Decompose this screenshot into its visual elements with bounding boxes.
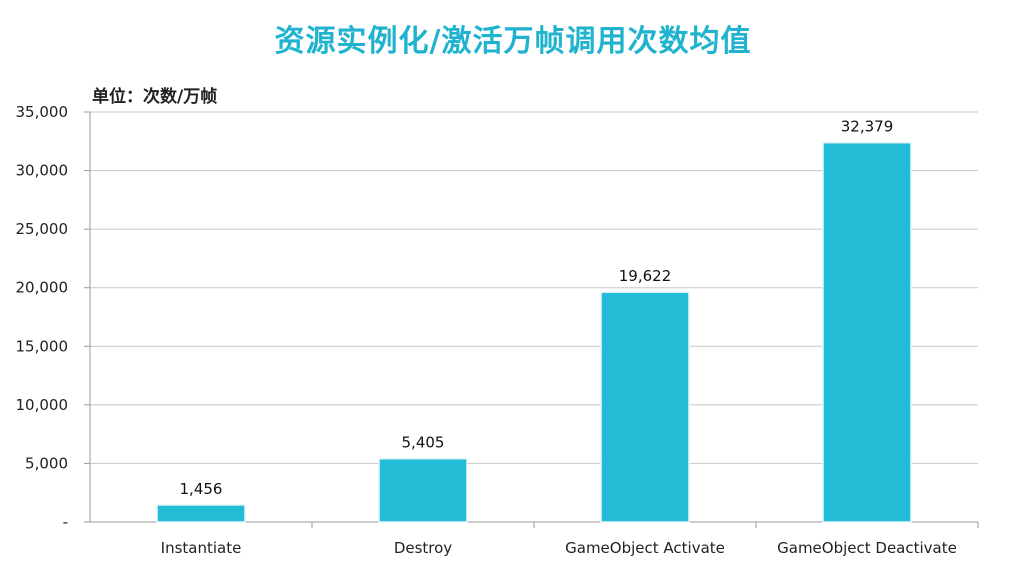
data-label: 32,379 <box>841 118 894 136</box>
bar-instantiate <box>156 504 246 523</box>
data-label: 19,622 <box>619 267 672 285</box>
x-tick-label: GameObject Deactivate <box>777 539 957 557</box>
y-tick-label: 10,000 <box>16 396 69 414</box>
bar-gameobject-activate <box>600 291 690 523</box>
x-tick-label: GameObject Activate <box>565 539 725 557</box>
y-tick-label: 5,000 <box>25 454 68 472</box>
y-tick-label: 20,000 <box>16 279 69 297</box>
data-label: 5,405 <box>402 434 445 452</box>
y-tick-label: 25,000 <box>16 220 69 238</box>
y-tick-label: - <box>63 513 68 531</box>
x-tick-label: Destroy <box>394 539 452 557</box>
y-tick-label: 35,000 <box>16 103 69 121</box>
bar-destroy <box>378 457 468 523</box>
data-label: 1,456 <box>180 480 223 498</box>
y-tick-label: 30,000 <box>16 162 69 180</box>
bar-gameobject-deactivate <box>822 141 912 523</box>
chart-title: 资源实例化/激活万帧调用次数均值 <box>274 24 752 59</box>
x-tick-label: Instantiate <box>161 539 242 557</box>
y-tick-label: 15,000 <box>16 337 69 355</box>
unit-label: 单位：次数/万帧 <box>92 87 218 107</box>
